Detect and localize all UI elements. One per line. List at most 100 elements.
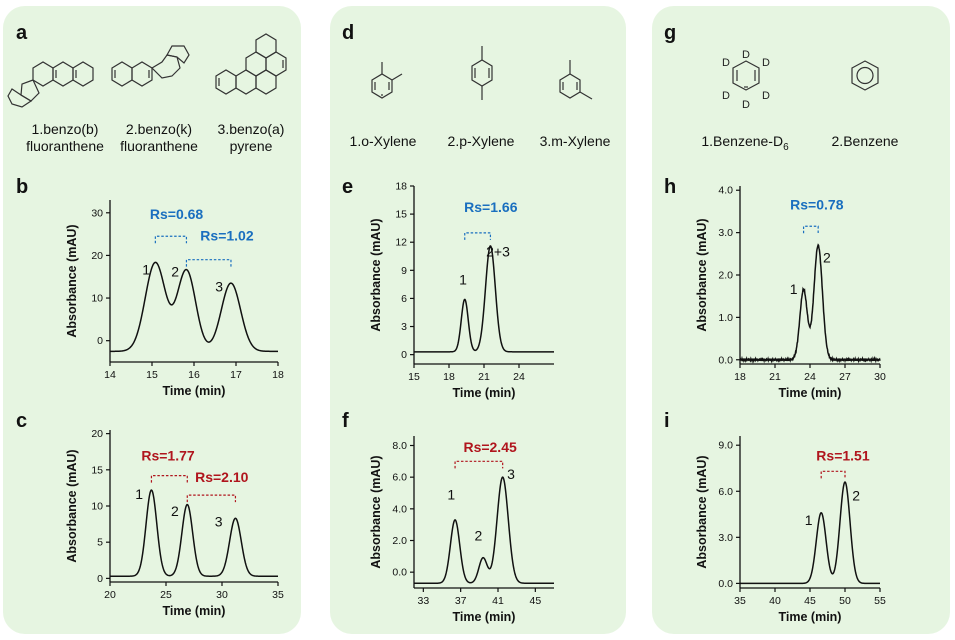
resolution-bracket xyxy=(454,460,504,469)
compound-caption-g1: 1.Benzene-D6 xyxy=(690,133,800,156)
deuterium-label: D xyxy=(722,90,730,102)
x-axis-label: Time (min) xyxy=(779,386,842,400)
deuterium-label: D xyxy=(722,57,730,69)
peak-label: 1 xyxy=(135,486,143,502)
y-tick-label: 3.0 xyxy=(718,227,733,239)
resolution-bracket xyxy=(154,235,188,244)
x-tick-label: 30 xyxy=(874,371,886,383)
y-axis-label: Absorbance (mAU) xyxy=(695,455,709,568)
y-tick-label: 3.0 xyxy=(718,532,733,544)
peak-label: 1 xyxy=(447,486,455,502)
compound-name: 3.benzo(a) pyrene xyxy=(217,121,285,154)
x-tick-label: 37 xyxy=(455,595,467,607)
panel-label-h: h xyxy=(664,176,677,198)
x-axis-label: Time (min) xyxy=(453,610,516,624)
x-tick-label: 21 xyxy=(478,371,490,383)
y-tick-label: 6.0 xyxy=(392,472,407,484)
molecule-structures: D D D D D D xyxy=(7,33,879,111)
compound-caption-a2: 2.benzo(k) fluoranthene xyxy=(116,121,202,155)
resolution-bracket xyxy=(186,494,237,503)
y-tick-label: 2.0 xyxy=(392,535,407,547)
x-axis-label: Time (min) xyxy=(163,604,226,618)
x-tick-label: 27 xyxy=(839,371,851,383)
x-tick-label: 33 xyxy=(417,595,429,607)
peak-label: 1 xyxy=(805,512,813,528)
chromatogram-e: 15 18 21 24 0 3 6 9 12 15 18 Time (min) Absorbance (… xyxy=(369,181,554,400)
y-tick-label: 3 xyxy=(401,321,407,333)
x-tick-label: 41 xyxy=(492,595,504,607)
compound-name: 2.benzo(k) fluoranthene xyxy=(120,121,198,154)
x-tick-label: 18 xyxy=(443,371,455,383)
m-xylene-structure xyxy=(559,60,593,100)
peak-label: 3 xyxy=(215,279,223,295)
x-tick-label: 40 xyxy=(769,595,781,607)
chromatogram-trace xyxy=(110,261,278,353)
resolution-label: Rs=1.02 xyxy=(200,228,254,244)
deuterium-label: D xyxy=(762,57,770,69)
compound-name: 1.benzo(b) fluoranthene xyxy=(26,121,104,154)
resolution-label: Rs=0.78 xyxy=(790,196,844,212)
y-tick-label: 8.0 xyxy=(392,440,407,452)
panel-label-c: c xyxy=(16,410,28,432)
x-tick-label: 30 xyxy=(216,589,228,601)
x-tick-label: 45 xyxy=(529,595,541,607)
x-axis-label: Time (min) xyxy=(779,610,842,624)
deuterium-label: D xyxy=(762,90,770,102)
y-axis-label: Absorbance (mAU) xyxy=(695,218,709,331)
panel-label-i: i xyxy=(664,410,670,432)
y-tick-label: 15 xyxy=(91,464,103,476)
peak-label: 2+3 xyxy=(486,243,510,259)
compound-caption-d3: 3.m-Xylene xyxy=(539,133,611,149)
y-tick-label: 0.0 xyxy=(718,578,733,590)
y-tick-label: 20 xyxy=(91,250,103,262)
x-tick-label: 24 xyxy=(513,371,525,383)
resolution-label: Rs=1.66 xyxy=(464,199,518,215)
y-axis-label: Absorbance (mAU) xyxy=(65,224,79,337)
peak-label: 3 xyxy=(507,466,515,482)
compound-caption-d1: 1.o-Xylene xyxy=(349,133,417,149)
y-tick-label: 6.0 xyxy=(718,486,733,498)
x-tick-label: 24 xyxy=(804,371,816,383)
compound-subscript: 6 xyxy=(783,141,789,153)
o-xylene-structure xyxy=(371,62,403,99)
y-tick-label: 0.0 xyxy=(392,567,407,579)
resolution-label: Rs=2.10 xyxy=(195,469,249,485)
compound-caption-a1: 1.benzo(b) fluoranthene xyxy=(22,121,108,155)
peak-label: 3 xyxy=(215,513,223,529)
deuterium-label: D xyxy=(742,49,750,61)
peak-label: 1 xyxy=(142,262,150,278)
x-tick-label: 21 xyxy=(769,371,781,383)
benzo-b-fluoranthene-structure xyxy=(7,61,94,108)
chromatogram-trace xyxy=(414,245,554,353)
compound-caption-g2: 2.Benzene xyxy=(831,133,899,149)
chromatogram-trace xyxy=(739,243,881,364)
compound-caption-d2: 2.p-Xylene xyxy=(447,133,515,149)
y-tick-label: 0 xyxy=(97,335,103,347)
y-axis-label: Absorbance (mAU) xyxy=(65,449,79,562)
resolution-bracket xyxy=(150,475,188,483)
benzene-structure xyxy=(851,60,879,91)
y-tick-label: 0.0 xyxy=(718,354,733,366)
benzo-k-fluoranthene-structure xyxy=(111,45,190,87)
chromatogram-trace xyxy=(740,481,880,585)
chromatogram-c: 20 25 30 35 0 5 10 15 20 Time (min) Absorbance (mA… xyxy=(65,428,284,618)
panel-label-g: g xyxy=(664,22,677,44)
panel-background-middle xyxy=(330,6,626,634)
y-tick-label: 4.0 xyxy=(392,503,407,515)
y-tick-label: 9 xyxy=(401,265,407,277)
y-tick-label: 0 xyxy=(97,573,103,585)
resolution-label: Rs=1.51 xyxy=(816,448,870,464)
resolution-bracket xyxy=(464,232,492,240)
y-tick-label: 15 xyxy=(395,209,407,221)
y-tick-label: 12 xyxy=(395,237,407,249)
resolution-label: Rs=2.45 xyxy=(463,439,517,455)
peak-label: 1 xyxy=(459,271,467,287)
resolution-bracket xyxy=(802,225,819,234)
panel-label-e: e xyxy=(342,176,354,198)
panel-label-f: f xyxy=(342,410,349,432)
compound-name: 1.Benzene-D xyxy=(701,133,784,149)
x-tick-label: 55 xyxy=(874,595,886,607)
x-tick-label: 25 xyxy=(160,589,172,601)
chromatogram-b: 14 15 16 17 18 0 10 20 30 Time (min) Absorbance (m… xyxy=(65,200,284,398)
y-tick-label: 30 xyxy=(91,207,103,219)
